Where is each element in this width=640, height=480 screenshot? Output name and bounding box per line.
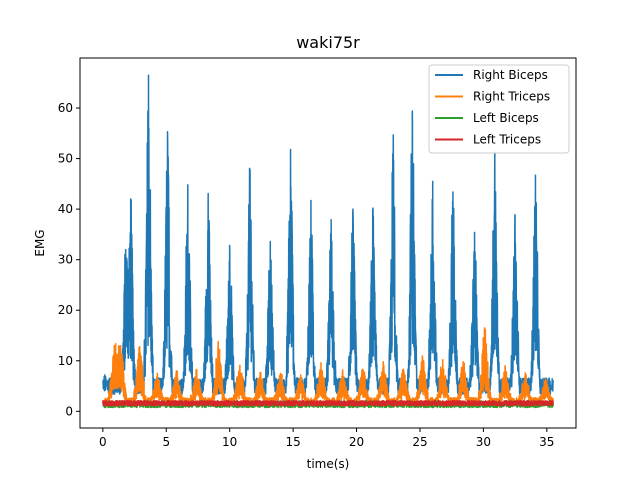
y-tick-label: 50 (58, 152, 73, 166)
y-tick-label: 10 (58, 354, 73, 368)
series-line-left-triceps (102, 399, 554, 407)
y-tick-label: 0 (65, 404, 73, 418)
y-tick-label: 40 (58, 202, 73, 216)
y-tick-label: 20 (58, 303, 73, 317)
x-tick-label: 5 (162, 435, 170, 449)
legend-label: Left Triceps (473, 133, 541, 147)
x-tick-label: 10 (222, 435, 237, 449)
chart-title: waki75r (296, 33, 360, 52)
legend-label: Right Triceps (473, 90, 550, 104)
y-tick-label: 30 (58, 253, 73, 267)
legend-label: Left Biceps (473, 111, 539, 125)
y-tick-label: 60 (58, 101, 73, 115)
x-axis-label: time(s) (307, 457, 350, 471)
y-axis-label: EMG (33, 229, 47, 256)
y-axis: 0 10 20 30 40 50 60 (58, 101, 80, 418)
x-tick-label: 35 (539, 435, 554, 449)
plot-frame (79, 57, 577, 429)
legend-label: Right Biceps (473, 68, 548, 82)
series-layer (102, 74, 554, 409)
x-tick-label: 15 (285, 435, 300, 449)
x-tick-label: 0 (99, 435, 107, 449)
x-axis: 0 5 10 15 20 25 30 35 (99, 428, 554, 449)
x-tick-label: 30 (476, 435, 491, 449)
legend: Right Biceps Right Triceps Left Biceps Left… (428, 64, 570, 154)
legend-box (428, 64, 570, 154)
x-tick-label: 20 (349, 435, 364, 449)
x-tick-label: 25 (412, 435, 427, 449)
